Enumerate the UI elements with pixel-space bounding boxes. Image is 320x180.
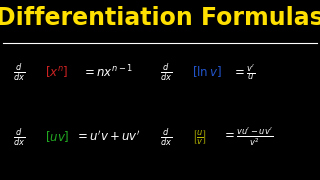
Text: Differentiation Formulas: Differentiation Formulas: [0, 6, 320, 30]
Text: $\frac{d}{dx}$: $\frac{d}{dx}$: [13, 61, 25, 83]
Text: $\frac{d}{dx}$: $\frac{d}{dx}$: [160, 61, 172, 83]
Text: $= \frac{vu' - uv'}{v^2}$: $= \frac{vu' - uv'}{v^2}$: [222, 125, 274, 148]
Text: $\left[\frac{u}{v}\right]$: $\left[\frac{u}{v}\right]$: [192, 128, 207, 146]
Text: $[x^n]$: $[x^n]$: [45, 65, 68, 79]
Text: $= u'v + uv'$: $= u'v + uv'$: [75, 130, 141, 144]
Text: $\frac{d}{dx}$: $\frac{d}{dx}$: [13, 126, 25, 148]
Text: $= nx^{n-1}$: $= nx^{n-1}$: [82, 64, 133, 80]
Text: $[\ln v]$: $[\ln v]$: [192, 65, 222, 79]
Text: $\frac{d}{dx}$: $\frac{d}{dx}$: [160, 126, 172, 148]
Text: $[uv]$: $[uv]$: [45, 129, 69, 144]
Text: $= \frac{v'}{u}$: $= \frac{v'}{u}$: [232, 62, 256, 82]
